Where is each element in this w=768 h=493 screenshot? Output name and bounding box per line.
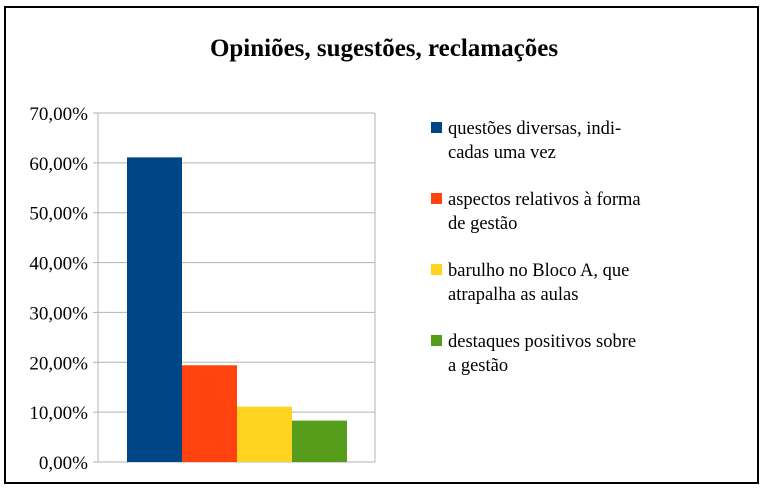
bar [182, 365, 237, 462]
legend-label: barulho no Bloco A, que [448, 261, 629, 281]
y-tick-label: 50,00% [29, 204, 88, 225]
y-tick-label: 30,00% [29, 303, 88, 324]
y-axis-ticks: 0,00% 10,00% 20,00% 30,00% 40,00% 50,00% 60,00… [29, 104, 88, 474]
y-tick-label: 70,00% [29, 104, 88, 125]
legend-swatch [431, 335, 442, 346]
legend-label: de gestão [448, 214, 517, 234]
y-tick-label: 60,00% [29, 154, 88, 175]
legend-swatch [431, 193, 442, 204]
y-tick-label: 40,00% [29, 254, 88, 275]
legend-swatch [431, 264, 442, 275]
y-tick-label: 20,00% [29, 353, 88, 374]
bars [127, 157, 347, 462]
legend-label: atrapalha as aulas [448, 285, 578, 305]
y-tick-label: 0,00% [39, 453, 88, 474]
legend: questões diversas, indi-cadas uma vez asp… [431, 119, 641, 376]
bar [292, 420, 347, 462]
bar [127, 157, 182, 462]
y-tick-label: 10,00% [29, 403, 88, 424]
bar [237, 406, 292, 462]
legend-label: aspectos relativos à forma [448, 190, 641, 210]
legend-label: destaques positivos sobre [448, 332, 636, 352]
legend-label: a gestão [448, 356, 508, 376]
legend-swatch [431, 122, 442, 133]
legend-label: cadas uma vez [448, 143, 556, 163]
legend-label: questões diversas, indi- [448, 119, 621, 139]
chart-title: Opiniões, sugestões, reclamações [210, 35, 558, 62]
